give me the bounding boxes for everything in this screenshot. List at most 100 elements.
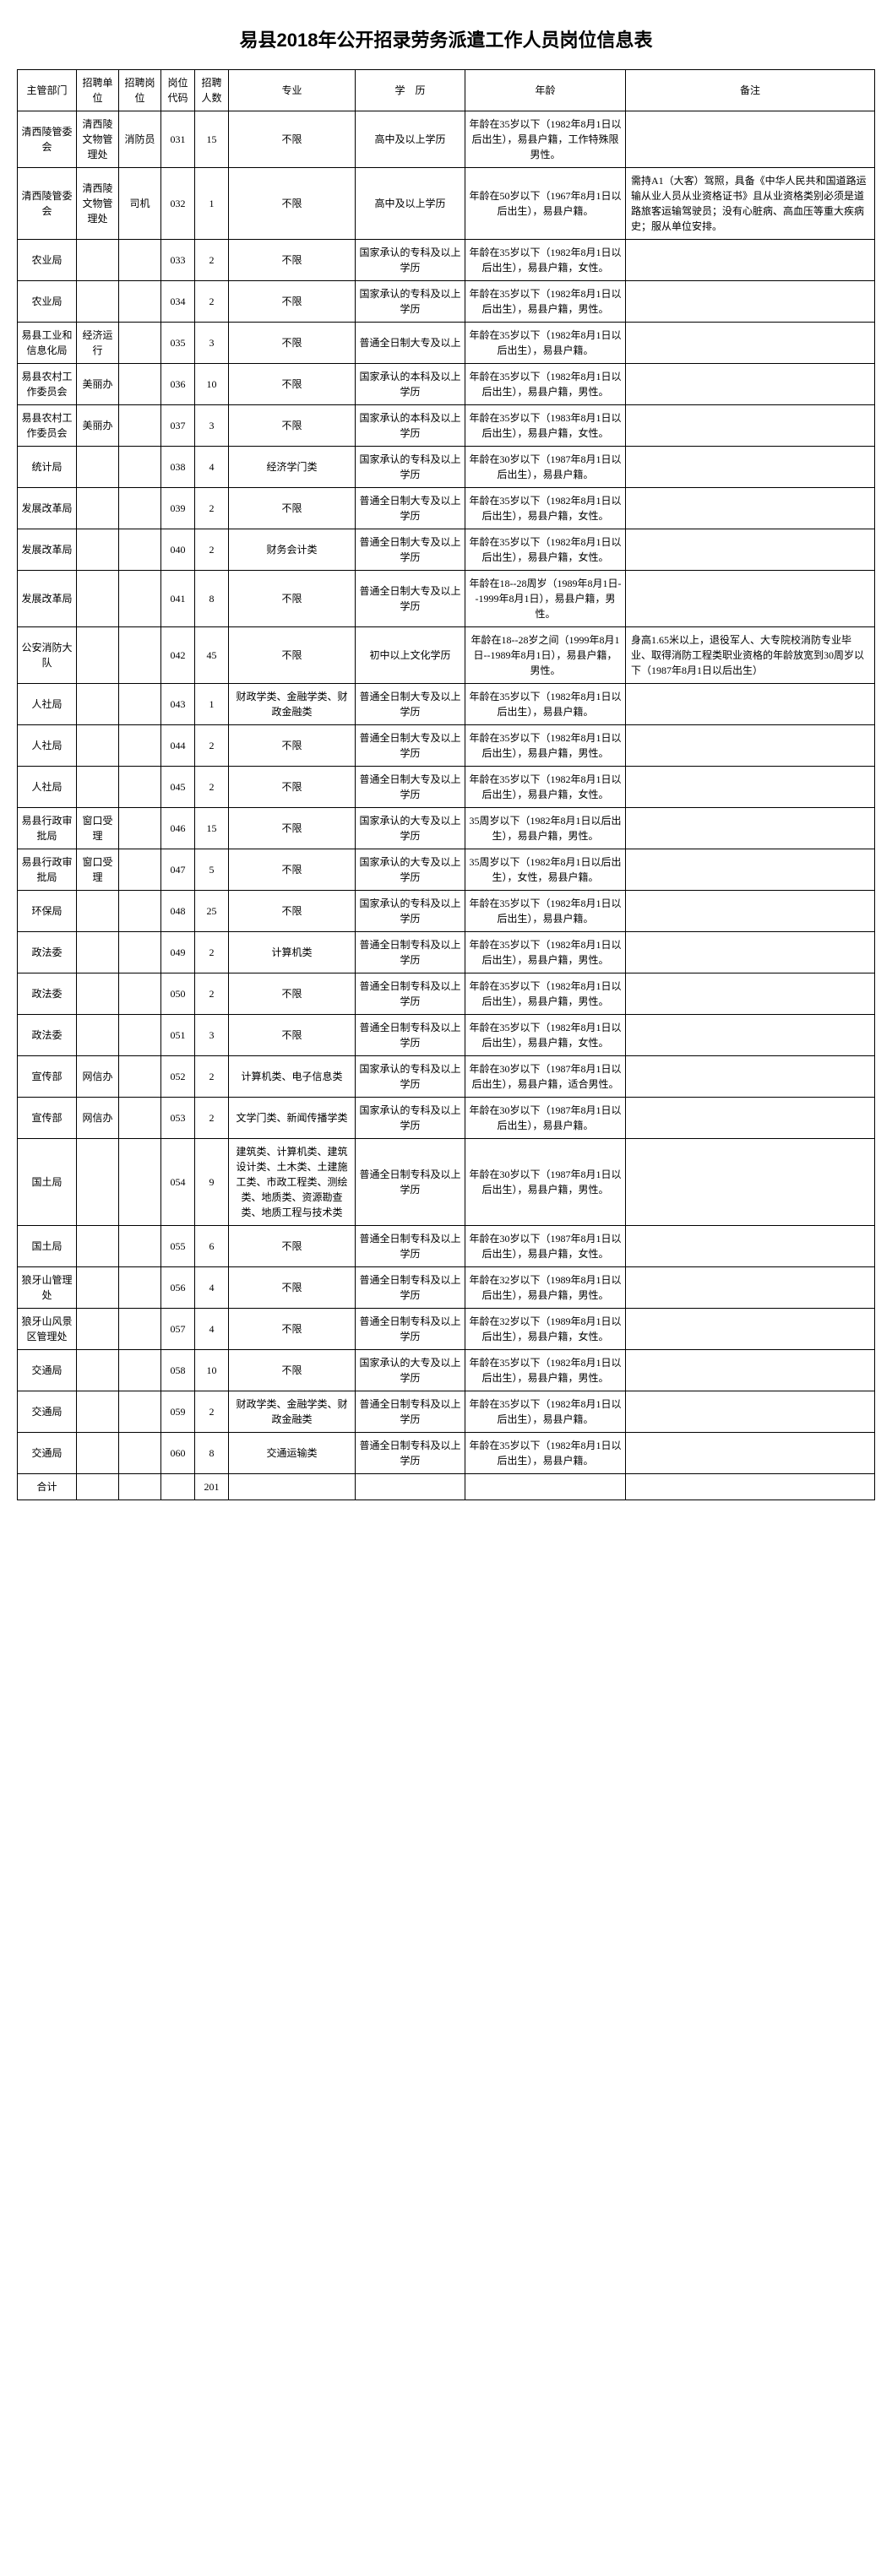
cell-unit: 美丽办 [77, 405, 119, 447]
table-row: 易县行政审批局窗口受理0475不限国家承认的大专及以上学历35周岁以下（1982… [18, 849, 875, 891]
th-post: 招聘岗位 [119, 70, 161, 111]
cell-post [119, 767, 161, 808]
cell-edu: 普通全日制专科及以上学历 [356, 1226, 465, 1267]
table-row: 环保局04825不限国家承认的专科及以上学历年龄在35岁以下（1982年8月1日… [18, 891, 875, 932]
cell-post [119, 1391, 161, 1433]
cell-remark [626, 973, 875, 1015]
total-blank [77, 1474, 119, 1500]
cell-num: 2 [195, 1391, 229, 1433]
cell-edu: 普通全日制大专及以上学历 [356, 488, 465, 529]
cell-post [119, 240, 161, 281]
cell-major: 经济学门类 [229, 447, 356, 488]
cell-code: 045 [161, 767, 195, 808]
cell-unit [77, 932, 119, 973]
cell-code: 051 [161, 1015, 195, 1056]
cell-major: 不限 [229, 168, 356, 240]
table-row: 政法委0502不限普通全日制专科及以上学历年龄在35岁以下（1982年8月1日以… [18, 973, 875, 1015]
cell-unit: 美丽办 [77, 364, 119, 405]
cell-remark [626, 808, 875, 849]
table-row: 易县工业和信息化局经济运行0353不限普通全日制大专及以上年龄在35岁以下（19… [18, 323, 875, 364]
cell-edu: 普通全日制大专及以上学历 [356, 725, 465, 767]
cell-unit [77, 767, 119, 808]
cell-code: 049 [161, 932, 195, 973]
cell-num: 1 [195, 168, 229, 240]
cell-unit: 清西陵文物管理处 [77, 111, 119, 168]
table-row: 政法委0513不限普通全日制专科及以上学历年龄在35岁以下（1982年8月1日以… [18, 1015, 875, 1056]
cell-dept: 公安消防大队 [18, 627, 77, 684]
cell-post [119, 281, 161, 323]
cell-remark: 需持A1（大客）驾照，具备《中华人民共和国道路运输从业人员从业资格证书》且从业资… [626, 168, 875, 240]
cell-code: 040 [161, 529, 195, 571]
table-row: 宣传部网信办0522计算机类、电子信息类国家承认的专科及以上学历年龄在30岁以下… [18, 1056, 875, 1098]
cell-major: 不限 [229, 405, 356, 447]
cell-edu: 国家承认的大专及以上学历 [356, 1350, 465, 1391]
cell-major: 不限 [229, 891, 356, 932]
cell-major: 不限 [229, 488, 356, 529]
cell-age: 年龄在18--28岁之间（1999年8月1日--1989年8月1日），易县户籍，… [465, 627, 626, 684]
cell-dept: 农业局 [18, 240, 77, 281]
cell-age: 年龄在35岁以下（1982年8月1日以后出生），易县户籍，男性。 [465, 725, 626, 767]
cell-unit [77, 447, 119, 488]
cell-age: 年龄在30岁以下（1987年8月1日以后出生），易县户籍，男性。 [465, 1139, 626, 1226]
cell-unit [77, 973, 119, 1015]
table-row: 统计局0384经济学门类国家承认的专科及以上学历年龄在30岁以下（1987年8月… [18, 447, 875, 488]
cell-major: 不限 [229, 725, 356, 767]
cell-age: 年龄在35岁以下（1982年8月1日以后出生），易县户籍，男性。 [465, 973, 626, 1015]
cell-age: 年龄在35岁以下（1982年8月1日以后出生），易县户籍，男性。 [465, 1350, 626, 1391]
cell-dept: 政法委 [18, 932, 77, 973]
cell-edu: 普通全日制专科及以上学历 [356, 1309, 465, 1350]
cell-post [119, 364, 161, 405]
table-row: 清西陵管委会清西陵文物管理处消防员03115不限高中及以上学历年龄在35岁以下（… [18, 111, 875, 168]
cell-post [119, 932, 161, 973]
table-row: 清西陵管委会清西陵文物管理处司机0321不限高中及以上学历年龄在50岁以下（19… [18, 168, 875, 240]
cell-edu: 普通全日制专科及以上学历 [356, 1433, 465, 1474]
cell-code: 055 [161, 1226, 195, 1267]
cell-unit: 网信办 [77, 1056, 119, 1098]
cell-remark [626, 1267, 875, 1309]
cell-num: 10 [195, 364, 229, 405]
cell-num: 2 [195, 1056, 229, 1098]
cell-unit: 窗口受理 [77, 808, 119, 849]
cell-unit [77, 1015, 119, 1056]
table-row: 公安消防大队04245不限初中以上文化学历年龄在18--28岁之间（1999年8… [18, 627, 875, 684]
table-row: 交通局05810不限国家承认的大专及以上学历年龄在35岁以下（1982年8月1日… [18, 1350, 875, 1391]
cell-dept: 农业局 [18, 281, 77, 323]
cell-major: 不限 [229, 111, 356, 168]
cell-age: 年龄在32岁以下（1989年8月1日以后出生），易县户籍，女性。 [465, 1309, 626, 1350]
th-edu: 学 历 [356, 70, 465, 111]
cell-age: 年龄在35岁以下（1982年8月1日以后出生），易县户籍，女性。 [465, 767, 626, 808]
cell-num: 25 [195, 891, 229, 932]
cell-major: 不限 [229, 808, 356, 849]
table-row: 国土局0556不限普通全日制专科及以上学历年龄在30岁以下（1987年8月1日以… [18, 1226, 875, 1267]
cell-remark [626, 932, 875, 973]
cell-age: 年龄在30岁以下（1987年8月1日以后出生），易县户籍。 [465, 447, 626, 488]
cell-edu: 国家承认的专科及以上学历 [356, 1098, 465, 1139]
cell-remark [626, 488, 875, 529]
cell-code: 057 [161, 1309, 195, 1350]
cell-age: 年龄在35岁以下（1982年8月1日以后出生），易县户籍。 [465, 1391, 626, 1433]
cell-num: 6 [195, 1226, 229, 1267]
cell-age: 年龄在32岁以下（1989年8月1日以后出生），易县户籍，男性。 [465, 1267, 626, 1309]
cell-edu: 高中及以上学历 [356, 111, 465, 168]
cell-post [119, 725, 161, 767]
cell-edu: 国家承认的专科及以上学历 [356, 447, 465, 488]
cell-dept: 易县行政审批局 [18, 849, 77, 891]
cell-unit [77, 529, 119, 571]
cell-num: 2 [195, 725, 229, 767]
cell-major: 不限 [229, 1015, 356, 1056]
cell-dept: 发展改革局 [18, 529, 77, 571]
cell-dept: 人社局 [18, 767, 77, 808]
cell-num: 3 [195, 405, 229, 447]
total-blank [356, 1474, 465, 1500]
cell-dept: 政法委 [18, 1015, 77, 1056]
total-label: 合计 [18, 1474, 77, 1500]
cell-dept: 国土局 [18, 1139, 77, 1226]
cell-code: 037 [161, 405, 195, 447]
cell-dept: 易县工业和信息化局 [18, 323, 77, 364]
cell-edu: 普通全日制专科及以上学历 [356, 1139, 465, 1226]
cell-post [119, 1098, 161, 1139]
cell-edu: 国家承认的本科及以上学历 [356, 405, 465, 447]
table-row: 宣传部网信办0532文学门类、新闻传播学类国家承认的专科及以上学历年龄在30岁以… [18, 1098, 875, 1139]
cell-post [119, 1309, 161, 1350]
cell-num: 10 [195, 1350, 229, 1391]
